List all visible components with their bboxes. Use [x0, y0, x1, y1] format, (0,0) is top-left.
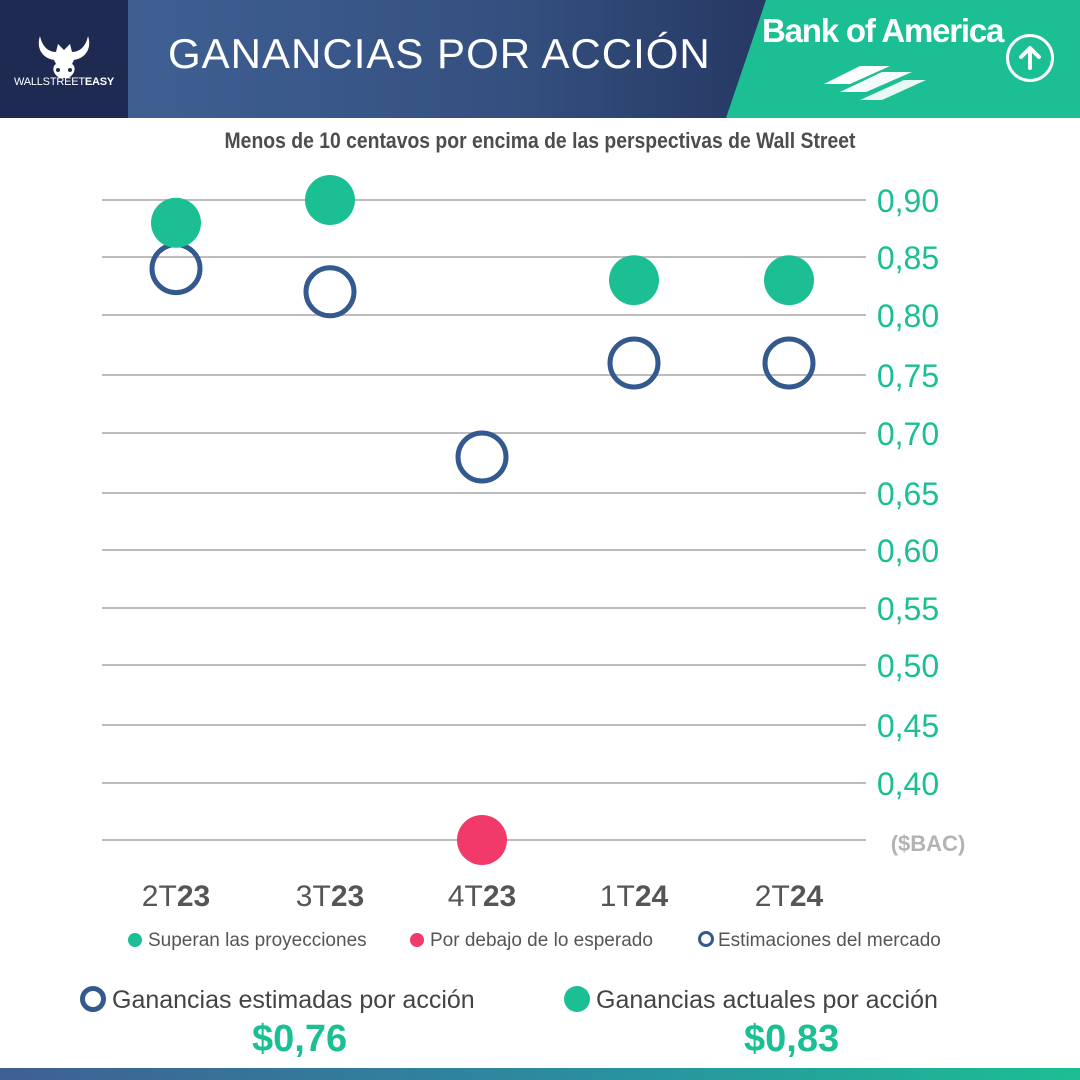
legend-beat-marker [128, 933, 142, 947]
bull-head-icon [38, 36, 90, 78]
chart-title: Menos de 10 centavos por encima de las p… [224, 128, 856, 153]
summary-actual-value: $0,83 [744, 1018, 840, 1060]
scatter-chart: 0,90 0,85 0,80 0,75 0,70 0,65 0,60 0,55 0,50 0,45… [102, 175, 966, 913]
y-tick-label: 0,70 [877, 416, 939, 452]
company-name: Bank of America [762, 12, 1004, 49]
axis-unit-label: ($BAC) [891, 831, 966, 856]
estimate-point [455, 430, 509, 484]
summary-estimated-label: Ganancias estimadas por acción [112, 986, 475, 1014]
y-tick-label: 0,75 [877, 358, 939, 394]
page-title: GANANCIAS POR ACCIÓN [168, 30, 711, 77]
legend-item-miss: Por debajo de lo esperado [410, 930, 653, 952]
legend-estimate-marker [698, 931, 714, 947]
legend-miss-marker [410, 933, 424, 947]
x-tick-label: 1T24 [600, 880, 669, 913]
summary-actual-label: Ganancias actuales por acción [596, 986, 938, 1014]
y-tick-label: 0,85 [877, 240, 939, 276]
estimate-point [303, 265, 357, 319]
legend-estimate-label: Estimaciones del mercado [718, 930, 941, 951]
summary-estimated-value: $0,76 [252, 1018, 348, 1060]
actual-point [305, 175, 355, 225]
x-tick-label: 2T24 [755, 880, 824, 913]
legend-item-beat: Superan las proyecciones [128, 930, 367, 952]
arrow-up-circle-icon [1006, 34, 1054, 82]
x-tick-label: 2T23 [142, 880, 210, 913]
legend-beat-label: Superan las proyecciones [148, 930, 367, 951]
y-tick-label: 0,50 [877, 648, 939, 684]
title-band [128, 0, 768, 118]
actual-point [151, 197, 201, 248]
logo-box: WALLSTREETEASY [0, 0, 128, 118]
summary-estimated: Ganancias estimadas por acción [80, 986, 475, 1015]
y-tick-label: 0,45 [877, 708, 939, 744]
y-tick-label: 0,80 [877, 298, 939, 334]
y-tick-label: 0,40 [877, 766, 939, 802]
hollow-circle-icon [80, 986, 106, 1012]
y-tick-label: 0,60 [877, 533, 939, 569]
actual-point [764, 255, 814, 306]
bottom-bar [0, 1068, 1080, 1080]
header: WALLSTREETEASY GANANCIAS POR ACCIÓN Bank… [0, 0, 1080, 118]
actual-point [457, 815, 507, 865]
summary-actual: Ganancias actuales por acción [564, 986, 938, 1015]
filled-circle-icon [564, 986, 590, 1012]
actual-point [609, 255, 659, 306]
estimate-point [607, 336, 661, 390]
x-tick-label: 3T23 [296, 880, 364, 913]
estimate-point [762, 336, 816, 390]
legend-item-estimate: Estimaciones del mercado [698, 930, 941, 952]
boa-flag-icon [824, 66, 926, 100]
y-tick-label: 0,65 [877, 476, 939, 512]
estimate-point [149, 242, 203, 296]
y-tick-label: 0,90 [877, 183, 939, 219]
y-tick-label: 0,55 [877, 591, 939, 627]
x-tick-label: 4T23 [448, 880, 516, 913]
legend-miss-label: Por debajo de lo esperado [430, 930, 653, 951]
logo-text: WALLSTREETEASY [13, 76, 115, 88]
